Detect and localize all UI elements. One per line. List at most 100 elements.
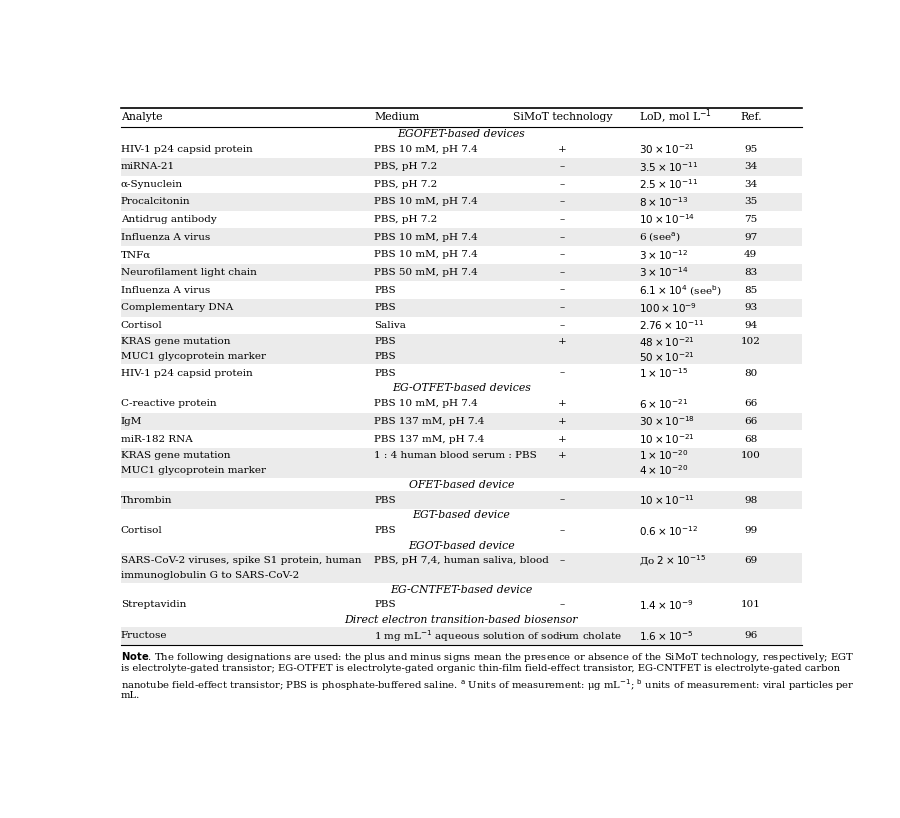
Text: –: – bbox=[560, 556, 565, 565]
Text: LoD, mol L$^{-1}$: LoD, mol L$^{-1}$ bbox=[639, 108, 712, 127]
Bar bbox=[121, 281, 802, 299]
Text: $1.6 \times 10^{-5}$: $1.6 \times 10^{-5}$ bbox=[639, 629, 694, 643]
Text: 96: 96 bbox=[744, 631, 757, 640]
Text: –: – bbox=[560, 180, 565, 189]
Text: 93: 93 bbox=[744, 303, 757, 312]
Text: 6 (see$^{\mathrm{a}}$): 6 (see$^{\mathrm{a}}$) bbox=[639, 231, 681, 244]
Text: Neurofilament light chain: Neurofilament light chain bbox=[121, 268, 256, 277]
Text: 35: 35 bbox=[744, 197, 757, 206]
Text: PBS, pH 7,4, human saliva, blood: PBS, pH 7,4, human saliva, blood bbox=[374, 556, 549, 565]
Text: PBS: PBS bbox=[374, 369, 396, 378]
Text: +: + bbox=[558, 451, 567, 460]
Text: Direct electron transition-based biosensor: Direct electron transition-based biosens… bbox=[345, 615, 578, 626]
Bar bbox=[121, 228, 802, 246]
Text: $6 \times 10^{-21}$: $6 \times 10^{-21}$ bbox=[639, 397, 688, 411]
Text: PBS 137 mM, pH 7.4: PBS 137 mM, pH 7.4 bbox=[374, 434, 484, 443]
Text: +: + bbox=[558, 417, 567, 426]
Bar bbox=[121, 395, 802, 413]
Text: PBS: PBS bbox=[374, 526, 396, 535]
Text: +: + bbox=[558, 399, 567, 408]
Text: 69: 69 bbox=[744, 556, 757, 565]
Text: OFET-based device: OFET-based device bbox=[409, 479, 514, 490]
Bar bbox=[121, 364, 802, 382]
Text: KRAS gene mutation: KRAS gene mutation bbox=[121, 337, 230, 346]
Text: Ref.: Ref. bbox=[740, 112, 761, 123]
Text: $1.4 \times 10^{-9}$: $1.4 \times 10^{-9}$ bbox=[639, 598, 694, 612]
Text: $\bf{Note}$. The following designations are used: the plus and minus signs mean : $\bf{Note}$. The following designations … bbox=[121, 649, 854, 663]
Bar bbox=[121, 627, 802, 645]
Bar bbox=[121, 478, 802, 491]
Text: $0.6 \times 10^{-12}$: $0.6 \times 10^{-12}$ bbox=[639, 524, 698, 537]
Text: immunoglobulin G to SARS-CoV-2: immunoglobulin G to SARS-CoV-2 bbox=[121, 571, 299, 580]
Text: –: – bbox=[560, 268, 565, 277]
Text: miRNA-21: miRNA-21 bbox=[121, 162, 175, 171]
Bar bbox=[121, 246, 802, 263]
Text: –: – bbox=[560, 496, 565, 505]
Text: –: – bbox=[560, 303, 565, 312]
Text: $8 \times 10^{-13}$: $8 \times 10^{-13}$ bbox=[639, 195, 688, 209]
Bar bbox=[121, 583, 802, 596]
Text: Analyte: Analyte bbox=[121, 112, 162, 123]
Text: 1 mg mL$^{-1}$ aqueous solution of sodium cholate: 1 mg mL$^{-1}$ aqueous solution of sodiu… bbox=[374, 628, 622, 644]
Text: PBS: PBS bbox=[374, 600, 396, 609]
Text: $6.1 \times 10^{4}$ (see$^{\mathrm{b}}$): $6.1 \times 10^{4}$ (see$^{\mathrm{b}}$) bbox=[639, 283, 722, 298]
Text: +: + bbox=[558, 145, 567, 154]
Text: 102: 102 bbox=[741, 337, 760, 346]
Text: EGOT-based device: EGOT-based device bbox=[408, 542, 515, 551]
Text: $3 \times 10^{-14}$: $3 \times 10^{-14}$ bbox=[639, 266, 688, 280]
Text: –: – bbox=[560, 250, 565, 259]
Text: $2.5 \times 10^{-11}$: $2.5 \times 10^{-11}$ bbox=[639, 178, 698, 191]
Text: MUC1 glycoprotein marker: MUC1 glycoprotein marker bbox=[121, 353, 266, 362]
Text: –: – bbox=[560, 321, 565, 330]
Text: mL.: mL. bbox=[121, 691, 140, 700]
Bar bbox=[121, 317, 802, 335]
Text: PBS: PBS bbox=[374, 496, 396, 505]
Text: $48 \times 10^{-21}$: $48 \times 10^{-21}$ bbox=[639, 335, 695, 348]
Bar bbox=[121, 263, 802, 281]
Text: PBS 10 mM, pH 7.4: PBS 10 mM, pH 7.4 bbox=[374, 399, 478, 408]
Text: +: + bbox=[558, 434, 567, 443]
Text: KRAS gene mutation: KRAS gene mutation bbox=[121, 451, 230, 460]
Text: Procalcitonin: Procalcitonin bbox=[121, 197, 191, 206]
Text: –: – bbox=[560, 369, 565, 378]
Text: HIV-1 p24 capsid protein: HIV-1 p24 capsid protein bbox=[121, 145, 253, 154]
Text: MUC1 glycoprotein marker: MUC1 glycoprotein marker bbox=[121, 466, 266, 475]
Text: 85: 85 bbox=[744, 285, 757, 294]
Text: PBS 137 mM, pH 7.4: PBS 137 mM, pH 7.4 bbox=[374, 417, 484, 426]
Text: –: – bbox=[560, 197, 565, 206]
Text: Fructose: Fructose bbox=[121, 631, 167, 640]
Text: PBS 10 mM, pH 7.4: PBS 10 mM, pH 7.4 bbox=[374, 197, 478, 206]
Text: PBS: PBS bbox=[374, 303, 396, 312]
Text: nanotube field-effect transistor; PBS is phosphate-buffered saline. $^{\mathrm{a: nanotube field-effect transistor; PBS is… bbox=[121, 677, 854, 693]
Text: EG-OTFET-based devices: EG-OTFET-based devices bbox=[392, 384, 531, 393]
Bar bbox=[121, 176, 802, 193]
Text: EGOFET-based devices: EGOFET-based devices bbox=[398, 128, 525, 138]
Text: 34: 34 bbox=[744, 180, 757, 189]
Text: 34: 34 bbox=[744, 162, 757, 171]
Bar bbox=[121, 509, 802, 522]
Text: is electrolyte-gated transistor; EG-OTFET is electrolyte-gated organic thin-film: is electrolyte-gated transistor; EG-OTFE… bbox=[121, 663, 840, 672]
Text: $10 \times 10^{-11}$: $10 \times 10^{-11}$ bbox=[639, 493, 695, 507]
Text: PBS, pH 7.2: PBS, pH 7.2 bbox=[374, 162, 437, 171]
Text: 66: 66 bbox=[744, 417, 757, 426]
Text: Thrombin: Thrombin bbox=[121, 496, 173, 505]
Text: Influenza A virus: Influenza A virus bbox=[121, 233, 210, 242]
Bar bbox=[121, 614, 802, 627]
Text: $100 \times 10^{-9}$: $100 \times 10^{-9}$ bbox=[639, 301, 698, 315]
Text: 68: 68 bbox=[744, 434, 757, 443]
Text: 49: 49 bbox=[744, 250, 757, 259]
Text: PBS 50 mM, pH 7.4: PBS 50 mM, pH 7.4 bbox=[374, 268, 478, 277]
Text: 101: 101 bbox=[741, 600, 760, 609]
Text: 75: 75 bbox=[744, 215, 757, 224]
Bar bbox=[121, 158, 802, 176]
Bar bbox=[121, 335, 802, 364]
Text: 94: 94 bbox=[744, 321, 757, 330]
Text: TNFα: TNFα bbox=[121, 250, 151, 259]
Text: –: – bbox=[560, 285, 565, 294]
Text: PBS 10 mM, pH 7.4: PBS 10 mM, pH 7.4 bbox=[374, 233, 478, 242]
Text: PBS 10 mM, pH 7.4: PBS 10 mM, pH 7.4 bbox=[374, 145, 478, 154]
Text: EG-CNTFET-based device: EG-CNTFET-based device bbox=[390, 585, 533, 595]
Text: $50 \times 10^{-21}$: $50 \times 10^{-21}$ bbox=[639, 350, 695, 364]
Text: 100: 100 bbox=[741, 451, 760, 460]
Text: –: – bbox=[560, 631, 565, 640]
